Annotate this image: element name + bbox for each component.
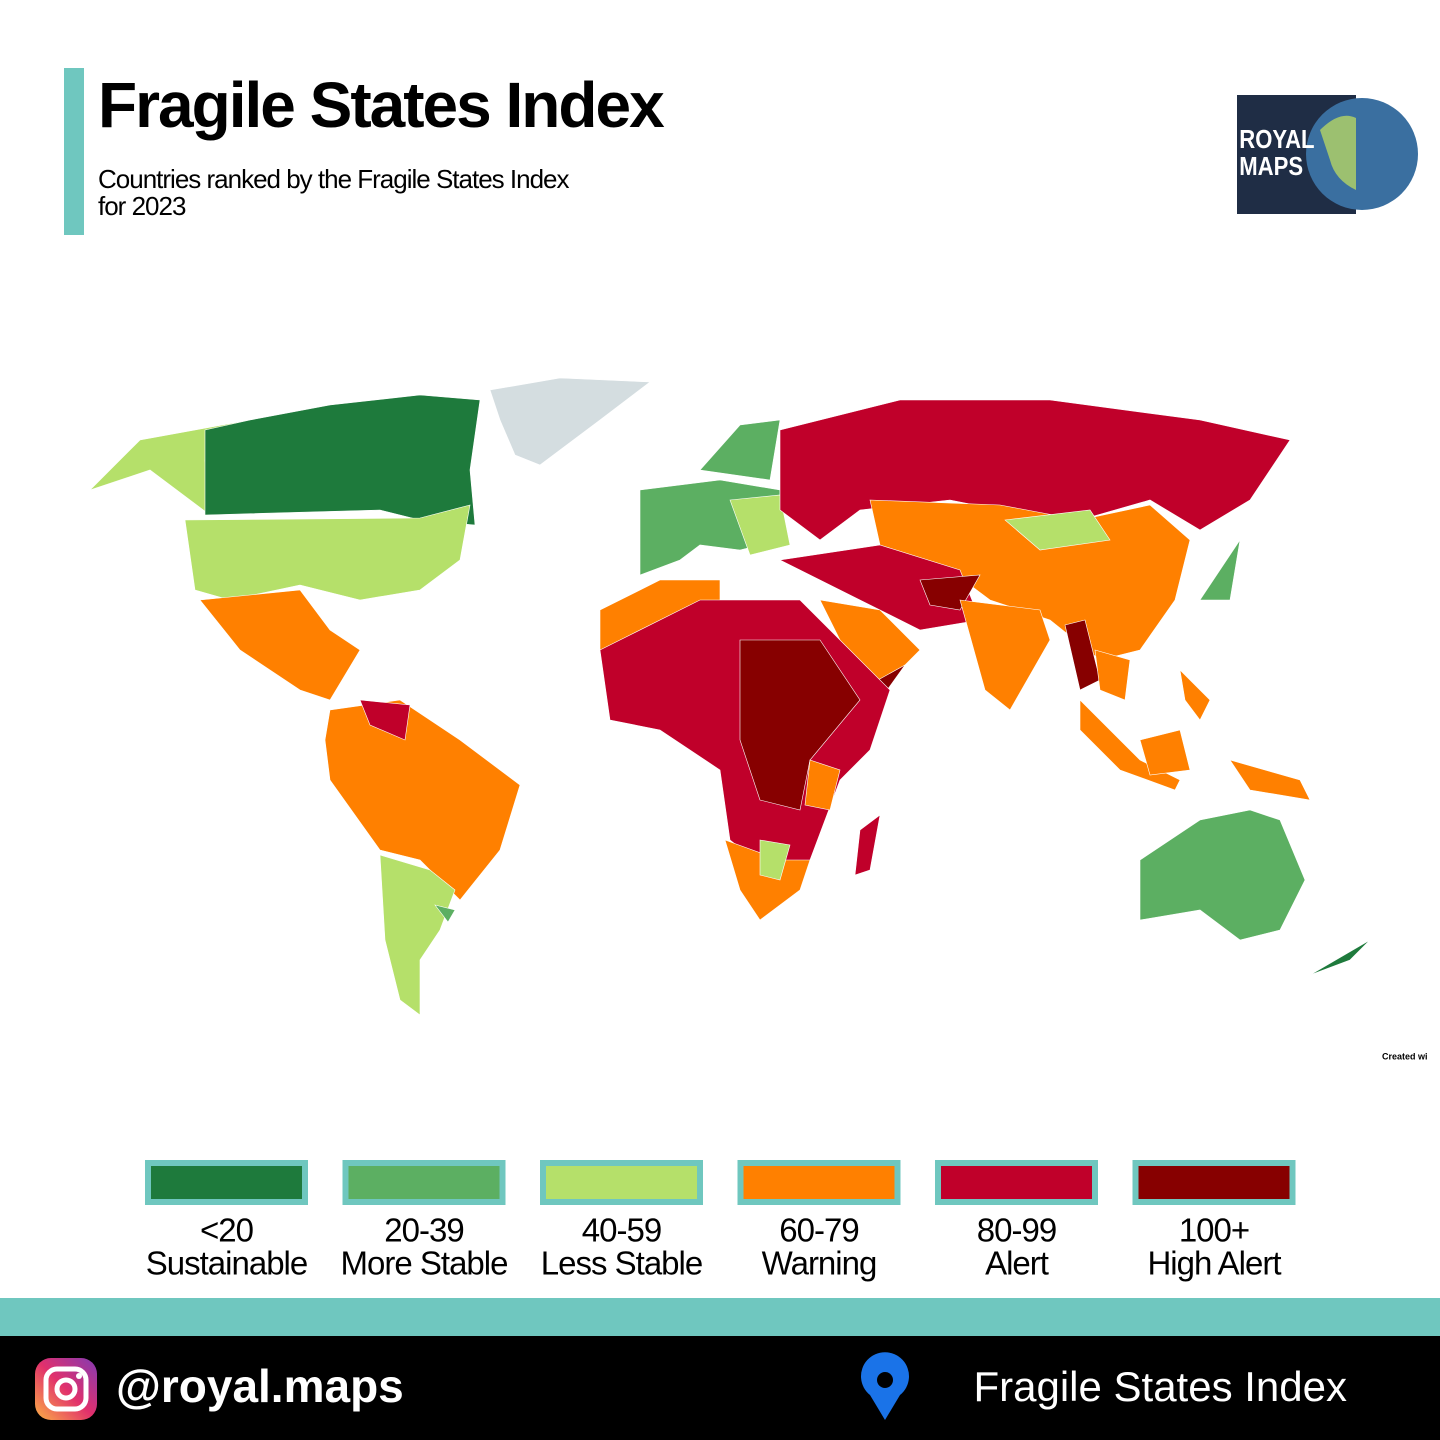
footer-caption: Fragile States Index bbox=[973, 1363, 1347, 1410]
logo: ROYAL MAPS bbox=[1237, 95, 1418, 214]
footer-band bbox=[0, 1298, 1440, 1336]
legend-range: 20-39 bbox=[384, 1212, 463, 1249]
legend-range: <20 bbox=[200, 1212, 254, 1249]
legend-label: Sustainable bbox=[146, 1245, 307, 1282]
footer bbox=[0, 1336, 1440, 1440]
legend-swatch bbox=[935, 1160, 1098, 1205]
title: Fragile States Index bbox=[98, 69, 665, 141]
credit: Created wi bbox=[1382, 1051, 1428, 1061]
footer-handle: @royal.maps bbox=[116, 1360, 404, 1412]
legend-swatch bbox=[342, 1160, 506, 1205]
subtitle: Countries ranked by the Fragile States I… bbox=[98, 164, 570, 194]
legend-label: Warning bbox=[762, 1245, 877, 1282]
legend-swatch bbox=[1132, 1160, 1296, 1205]
legend-range: 40-59 bbox=[582, 1212, 661, 1249]
accent-bar bbox=[64, 68, 84, 235]
logo-text: ROYAL bbox=[1239, 125, 1314, 154]
legend-range: 80-99 bbox=[977, 1212, 1056, 1249]
pin-icon bbox=[861, 1352, 909, 1420]
legend-range: 100+ bbox=[1179, 1212, 1249, 1249]
legend-label: Alert bbox=[985, 1245, 1049, 1282]
legend-swatch bbox=[145, 1160, 308, 1205]
world-map bbox=[89, 377, 1381, 1016]
logo-text: MAPS bbox=[1239, 152, 1303, 181]
legend-label: High Alert bbox=[1147, 1245, 1281, 1282]
legend-swatch bbox=[540, 1160, 703, 1205]
instagram-icon bbox=[35, 1358, 97, 1420]
legend-swatch bbox=[737, 1160, 901, 1205]
legend-range: 60-79 bbox=[779, 1212, 858, 1249]
subtitle: for 2023 bbox=[98, 191, 186, 221]
legend-label: More Stable bbox=[341, 1245, 508, 1282]
legend-label: Less Stable bbox=[541, 1245, 702, 1282]
